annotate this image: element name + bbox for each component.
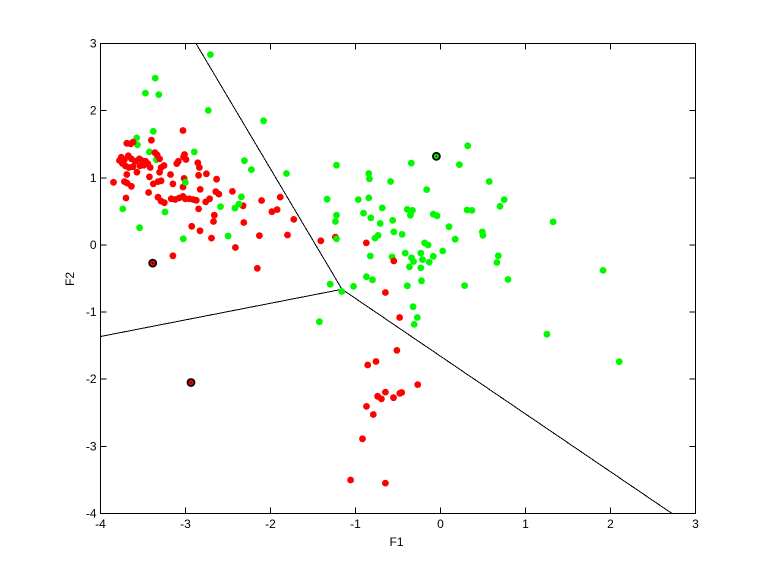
svg-text:F2: F2 [63, 272, 77, 286]
svg-text:1: 1 [90, 171, 97, 185]
svg-text:-4: -4 [95, 517, 106, 531]
svg-text:2: 2 [90, 104, 97, 118]
svg-text:0: 0 [90, 238, 97, 252]
svg-text:3: 3 [692, 517, 699, 531]
svg-text:0: 0 [437, 517, 444, 531]
svg-text:-2: -2 [265, 517, 276, 531]
svg-text:-4: -4 [86, 507, 97, 521]
svg-text:-3: -3 [180, 517, 191, 531]
svg-text:-2: -2 [86, 372, 97, 386]
svg-text:-1: -1 [86, 305, 97, 319]
svg-text:3: 3 [90, 37, 97, 51]
svg-text:1: 1 [522, 517, 529, 531]
svg-text:2: 2 [607, 517, 614, 531]
svg-text:-1: -1 [350, 517, 361, 531]
svg-text:F1: F1 [389, 535, 403, 549]
svg-text:-3: -3 [86, 439, 97, 453]
